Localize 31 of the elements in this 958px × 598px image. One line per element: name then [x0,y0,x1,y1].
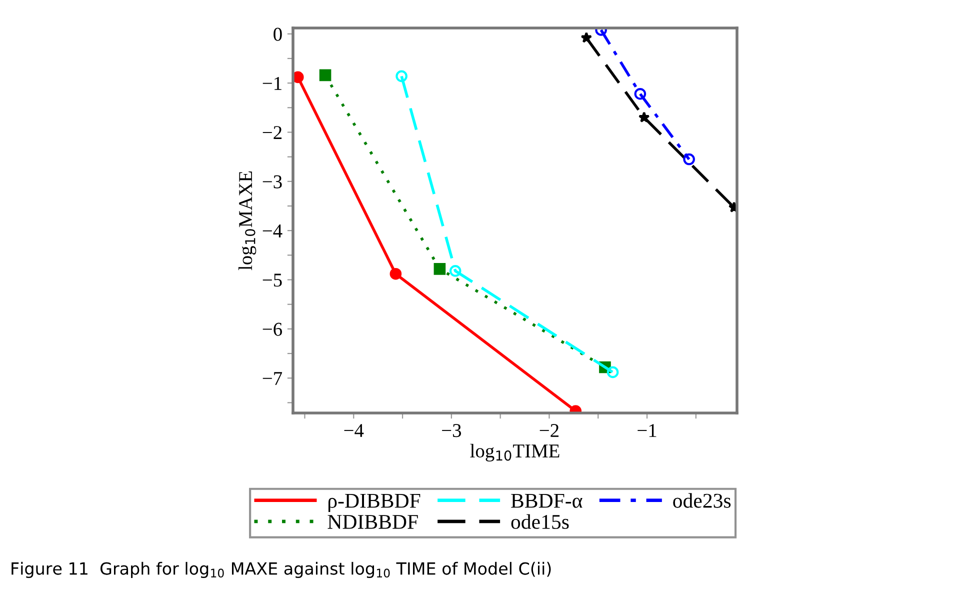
x-tick-label: −4 [344,424,364,437]
x-tick-label: −2 [540,424,558,437]
caption: Figure 11 Graph for log$_{10}$ MAXE against log$_{10}$ TIME of Model C(ii) [12,562,551,578]
y-tick-label: −7 [262,372,282,385]
y-tick-label: −3 [262,175,282,188]
point [390,268,402,280]
x-tick-label: −1 [638,424,656,437]
y-tick-label: −2 [262,126,282,139]
y-tick-label: −4 [262,224,282,238]
point [319,69,332,82]
y-tick-label: −5 [262,274,282,287]
legend-label: ρ-DIBBDF [328,494,420,512]
y-tick-label: −1 [262,76,282,90]
legend-label: NDIBBDF [328,515,418,529]
y-tick-label: 0 [274,28,282,41]
legend-label: ode23s [673,493,731,508]
legend-label: ode15s [511,514,569,529]
point [683,153,695,166]
point [396,70,408,82]
point [606,366,619,378]
y-axis-title: log$_{10}$MAXE [238,171,256,270]
legend-label: BBDF-α [511,494,582,508]
point [293,71,304,84]
x-axis-title: log$_{10}$TIME [470,444,560,462]
point [634,88,646,100]
point [580,32,592,43]
y-tick-label: −6 [262,322,282,336]
point [449,264,462,277]
x-tick-label: −3 [442,424,462,438]
point [434,263,446,275]
point [638,112,650,122]
